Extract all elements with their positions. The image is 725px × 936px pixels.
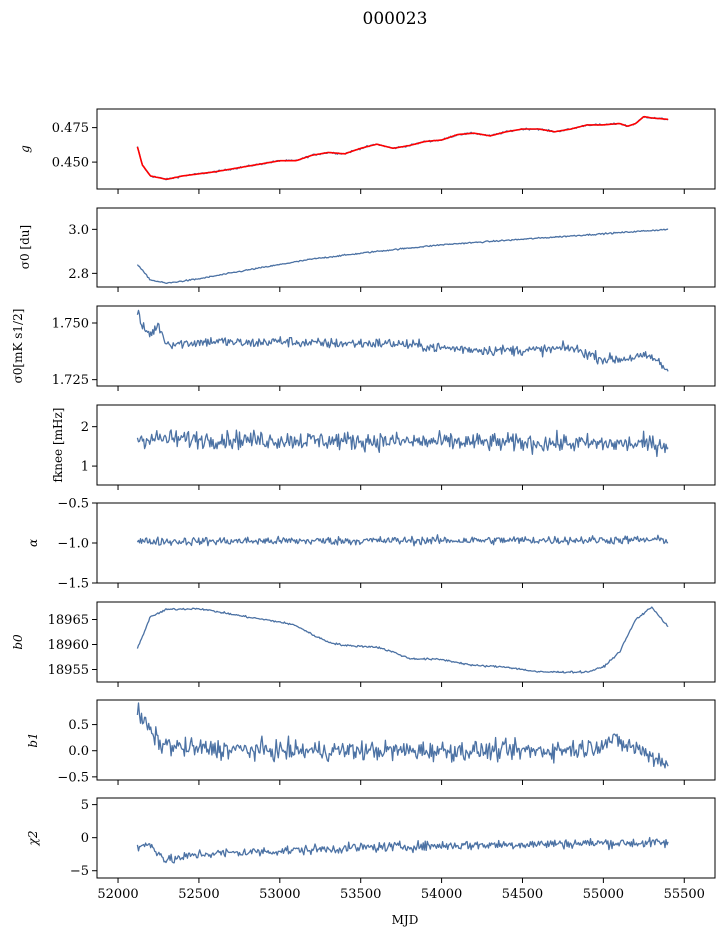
ytick-label: 0.5	[68, 718, 89, 733]
panel-chi2-ylabel: χ2	[26, 831, 40, 847]
xtick-label: 54000	[421, 887, 462, 902]
ytick-label: 0.475	[52, 121, 89, 136]
xtick-label: 53500	[340, 887, 381, 902]
ytick-label: 3.0	[68, 223, 89, 238]
figure-title: 000023	[363, 9, 428, 29]
xtick-label: 54500	[502, 887, 543, 902]
ytick-label: −1.0	[57, 537, 89, 552]
series-line-1-0	[136, 228, 669, 284]
panel-b0: b0 18955 18960 18965	[11, 601, 716, 687]
x-axis-label: MJD	[392, 913, 419, 927]
ytick-label: 18955	[48, 663, 89, 678]
panel-b0-frame	[96, 601, 716, 683]
ytick-label: 18960	[48, 638, 89, 653]
xtick-label: 52500	[178, 887, 219, 902]
series-line-7-0	[136, 836, 669, 864]
ytick-label: 1.725	[52, 373, 89, 388]
ytick-label: 2.8	[68, 267, 89, 282]
panel-fknee-frame	[96, 404, 716, 486]
series-line-4-0	[136, 534, 669, 547]
xtick-label: 55500	[664, 887, 705, 902]
panel-b1: b1 −0.5 0.0 0.5	[26, 699, 716, 785]
panel-chi2-frame	[96, 797, 716, 879]
panel-alpha: α −1.5 −1.0 −0.5	[26, 497, 716, 592]
panel-sigma0-du-frame	[96, 207, 716, 288]
panel-g-ylabel: g	[18, 145, 32, 153]
panel-fknee-ylabel: fknee [mHz]	[51, 408, 65, 483]
series-line-6-0	[136, 702, 669, 769]
ytick-label: −0.5	[57, 770, 89, 785]
series-line-0-0	[136, 115, 669, 181]
series-line-2-0	[136, 309, 669, 372]
ytick-label: 0.0	[68, 744, 89, 759]
panel-sigma0-du-ylabel: σ0 [du]	[18, 225, 32, 269]
series-line-3-0	[136, 429, 669, 458]
panel-sigma0-mk-frame	[96, 305, 716, 387]
ytick-label: 18965	[48, 613, 89, 628]
panel-fknee: fknee [mHz] 1 2	[51, 404, 716, 490]
xtick-label: 53000	[259, 887, 300, 902]
panel-sigma0-du: σ0 [du] 2.8 3.0	[18, 207, 716, 292]
series-line-0-1	[136, 115, 669, 180]
panel-sigma0-mk: σ0[mK s1/2] 1.725 1.750	[11, 305, 716, 391]
ytick-label: 1.750	[52, 316, 89, 331]
panel-chi2: χ2 −5 0 5	[26, 797, 716, 883]
ytick-label: 2	[81, 420, 89, 435]
series-line-5-0	[136, 606, 669, 674]
xtick-label: 52000	[97, 887, 138, 902]
ytick-label: 1	[81, 460, 89, 475]
x-axis: 52000 52500 53000 53500 54000 54500 55000 55500	[97, 887, 705, 902]
panel-b1-ylabel: b1	[26, 732, 40, 747]
panel-g-frame	[96, 108, 716, 190]
ytick-label: −5	[70, 864, 89, 879]
panel-b1-frame	[96, 699, 716, 781]
panel-alpha-ylabel: α	[26, 539, 40, 547]
xtick-label: 55000	[583, 887, 624, 902]
panel-g: g 0.450 0.475	[18, 108, 716, 194]
ytick-label: 0.450	[52, 156, 89, 171]
panel-b0-ylabel: b0	[11, 634, 25, 650]
ytick-label: −1.5	[57, 577, 89, 592]
ytick-label: −0.5	[57, 497, 89, 512]
panel-sigma0-mk-ylabel: σ0[mK s1/2]	[11, 309, 25, 384]
ytick-label: 5	[81, 798, 89, 813]
ytick-label: 0	[81, 831, 89, 846]
